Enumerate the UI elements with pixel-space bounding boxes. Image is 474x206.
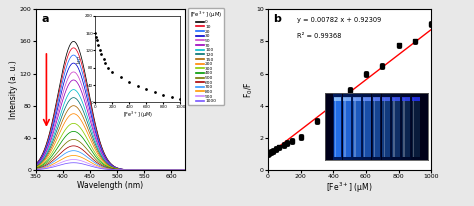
Text: b: b bbox=[273, 14, 281, 24]
X-axis label: Wavelength (nm): Wavelength (nm) bbox=[77, 180, 143, 190]
X-axis label: [Fe$^{3+}$] (μM): [Fe$^{3+}$] (μM) bbox=[327, 180, 373, 195]
Text: R² = 0.99368: R² = 0.99368 bbox=[297, 33, 342, 39]
Text: a: a bbox=[42, 14, 49, 24]
Text: y = 0.00782 x + 0.92309: y = 0.00782 x + 0.92309 bbox=[297, 17, 382, 23]
Legend: 0, 10, 20, 30, 50, 70, 100, 120, 150, 200, 300, 400, 500, 600, 700, 800, 900, 10: 0, 10, 20, 30, 50, 70, 100, 120, 150, 20… bbox=[188, 8, 224, 105]
Y-axis label: Intensity (a. u.): Intensity (a. u.) bbox=[9, 60, 18, 119]
Y-axis label: F$_0$/F: F$_0$/F bbox=[242, 81, 255, 98]
